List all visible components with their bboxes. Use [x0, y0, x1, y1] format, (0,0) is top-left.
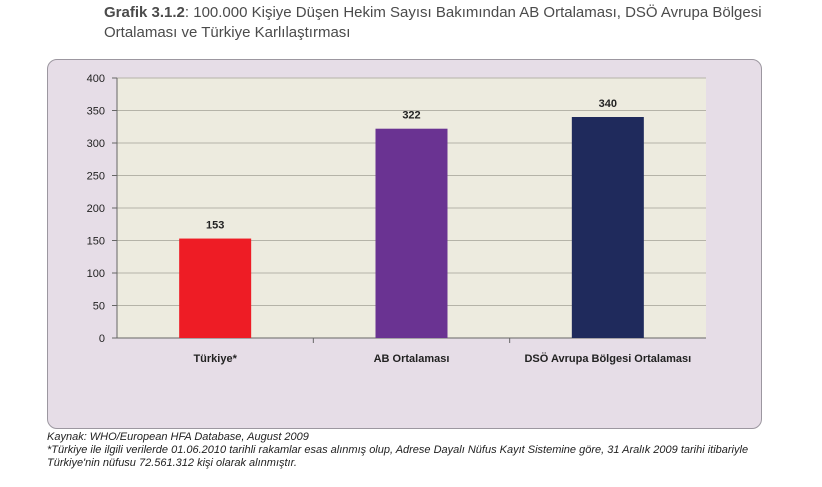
- figure-caption: : 100.000 Kişiye Düşen Hekim Sayısı Bakı…: [104, 4, 762, 41]
- y-tick-label: 50: [93, 301, 105, 313]
- y-tick-label: 200: [87, 203, 105, 215]
- y-tick-label: 300: [87, 138, 105, 150]
- y-tick-label: 0: [99, 333, 105, 345]
- footnote: *Türkiye ile ilgili verilerde 01.06.2010…: [47, 444, 749, 469]
- bar: [179, 238, 252, 338]
- chart-title: Grafik 3.1.2: 100.000 Kişiye Düşen Hekim…: [104, 3, 794, 43]
- y-tick-label: 250: [87, 171, 105, 183]
- y-tick-label: 350: [87, 106, 105, 118]
- bar: [375, 128, 448, 338]
- y-tick-label: 400: [87, 73, 105, 85]
- source-line: Kaynak: WHO/European HFA Database, Augus…: [47, 431, 309, 443]
- category-label: Türkiye*: [193, 353, 237, 365]
- category-label: AB Ortalaması: [374, 353, 450, 365]
- figure-number: Grafik 3.1.2: [104, 4, 185, 21]
- y-tick-label: 100: [87, 268, 105, 280]
- category-label: DSÖ Avrupa Bölgesi Ortalaması: [524, 352, 691, 365]
- data-label: 340: [599, 98, 617, 110]
- bar: [571, 117, 644, 338]
- y-tick-label: 150: [87, 236, 105, 248]
- data-label: 153: [206, 220, 224, 232]
- source-note: Kaynak: WHO/European HFA Database, Augus…: [47, 431, 787, 470]
- data-label: 322: [402, 110, 420, 122]
